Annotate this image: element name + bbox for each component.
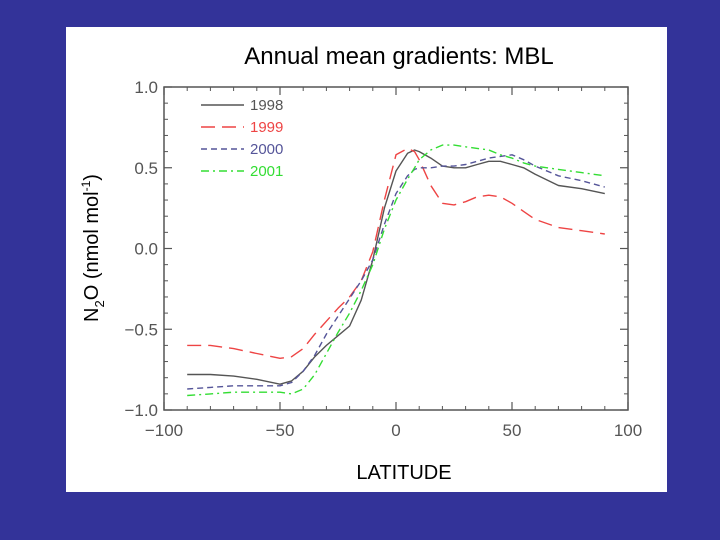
series-line-2001 <box>187 144 605 397</box>
slide-panel: Annual mean gradients: MBL −100 −50 0 50 100… <box>66 27 667 492</box>
chart-title: Annual mean gradients: MBL <box>244 43 554 70</box>
y-tick-label: −0.5 <box>124 320 158 339</box>
y-label-close: ) <box>81 174 103 181</box>
y-label-mid: O (nmol mol <box>81 191 103 300</box>
series-lines <box>187 144 605 397</box>
y-tick-label: 1.0 <box>134 78 158 97</box>
legend-label-2001: 2001 <box>250 163 283 180</box>
x-axis-label: LATITUDE <box>356 462 451 484</box>
y-axis-label: N2O (nmol mol-1) <box>79 174 107 322</box>
y-tick-label: 0.5 <box>134 159 158 178</box>
legend-label-2000: 2000 <box>250 141 283 158</box>
y-label-n: N <box>81 308 103 322</box>
y-ticks: 1.0 0.5 0.0 −0.5 −1.0 <box>124 78 628 420</box>
chart: Annual mean gradients: MBL −100 −50 0 50 100… <box>79 43 642 484</box>
y-label-sub: 2 <box>92 300 107 307</box>
series-line-2000 <box>187 154 605 390</box>
x-tick-label: −50 <box>266 421 295 440</box>
x-ticks: −100 −50 0 50 100 <box>145 87 642 440</box>
series-line-1999 <box>187 147 605 359</box>
series-line-1998 <box>187 149 605 385</box>
y-label-sup: -1 <box>79 180 93 191</box>
legend-label-1998: 1998 <box>250 97 283 114</box>
y-tick-label: 0.0 <box>134 240 158 259</box>
y-tick-label: −1.0 <box>124 401 158 420</box>
legend: 1998 1999 2000 2001 <box>201 97 283 180</box>
x-tick-label: 50 <box>503 421 522 440</box>
x-tick-label: −100 <box>145 421 183 440</box>
x-tick-label: 0 <box>391 421 400 440</box>
legend-label-1999: 1999 <box>250 119 283 136</box>
plot-frame <box>163 86 629 411</box>
x-tick-label: 100 <box>614 421 642 440</box>
